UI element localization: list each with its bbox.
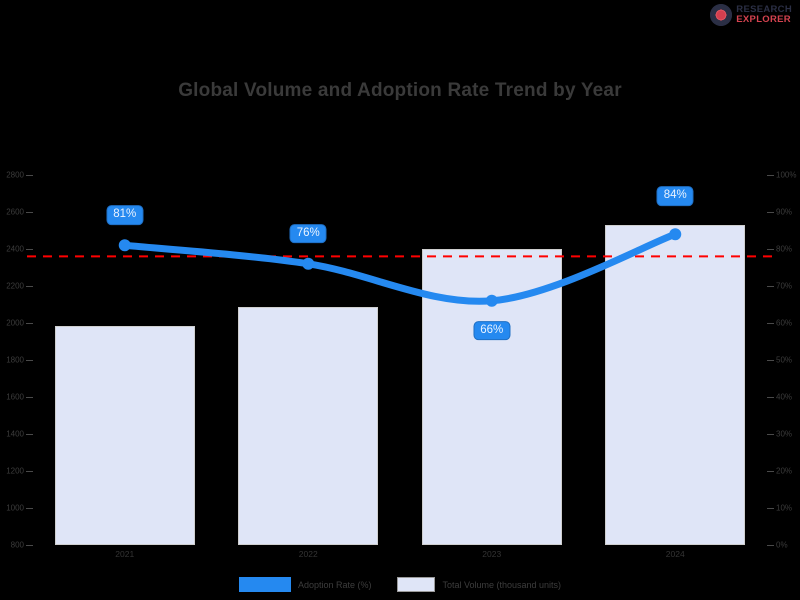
y-tick-label-right: 80% xyxy=(776,244,793,254)
y-tick-right xyxy=(767,249,774,250)
y-tick-label-left: 2600 xyxy=(6,207,24,217)
y-tick-label-right: 50% xyxy=(776,355,793,365)
y-tick-label-right: 10% xyxy=(776,503,793,513)
y-tick-right xyxy=(767,175,774,176)
y-tick-label-left: 1600 xyxy=(6,392,24,402)
y-tick-right xyxy=(767,508,774,509)
y-tick-left xyxy=(26,286,33,287)
y-tick-right xyxy=(767,212,774,213)
data-label-2024: 84% xyxy=(656,186,694,207)
data-label-2022: 76% xyxy=(289,223,327,244)
legend-label-adoption-rate: Adoption Rate (%) xyxy=(297,579,372,590)
y-tick-left xyxy=(26,249,33,250)
y-tick-right xyxy=(767,434,774,435)
data-point-2023[interactable] xyxy=(485,294,498,307)
y-tick-left xyxy=(26,471,33,472)
y-tick-label-left: 2200 xyxy=(6,281,24,291)
y-tick-left xyxy=(26,434,33,435)
y-tick-right xyxy=(767,360,774,361)
y-tick-label-left: 1400 xyxy=(6,429,24,439)
legend-item-total-volume[interactable]: Total Volume (thousand units) xyxy=(397,577,561,592)
adoption-rate-line xyxy=(121,230,679,305)
y-tick-label-right: 0% xyxy=(776,540,788,550)
data-label-2023: 66% xyxy=(473,320,511,341)
y-tick-label-right: 40% xyxy=(776,392,793,402)
logo-line-1: RESEARCH xyxy=(736,4,792,16)
chart-title: Global Volume and Adoption Rate Trend by… xyxy=(178,80,622,101)
y-tick-left xyxy=(26,175,33,176)
y-tick-left xyxy=(26,323,33,324)
brand-logo: RESEARCH EXPLORER xyxy=(710,4,792,26)
y-tick-label-left: 1000 xyxy=(6,503,24,513)
y-tick-label-right: 30% xyxy=(776,429,793,439)
y-tick-label-left: 2000 xyxy=(6,318,24,328)
y-tick-label-right: 100% xyxy=(776,170,797,180)
y-tick-label-left: 2800 xyxy=(6,170,24,180)
y-tick-label-left: 1200 xyxy=(6,466,24,476)
logo-line-2: EXPLORER xyxy=(736,14,791,25)
logo-mark-icon xyxy=(710,4,733,26)
y-tick-label-left: 800 xyxy=(10,540,24,550)
y-tick-left xyxy=(26,397,33,398)
logo-text: RESEARCH EXPLORER xyxy=(736,5,792,24)
y-tick-left xyxy=(26,545,33,546)
y-tick-right xyxy=(767,397,774,398)
legend-item-adoption-rate[interactable]: Adoption Rate (%) xyxy=(238,577,372,592)
bar-2024[interactable] xyxy=(605,225,746,545)
x-tick-label-2023: 2023 xyxy=(482,549,502,559)
data-label-2021: 81% xyxy=(106,205,144,226)
bar-2021[interactable] xyxy=(54,325,195,545)
chart-legend: Adoption Rate (%) Total Volume (thousand… xyxy=(0,577,800,592)
data-point-2022[interactable] xyxy=(302,257,315,270)
legend-label-total-volume: Total Volume (thousand units) xyxy=(442,579,562,590)
legend-swatch-bar xyxy=(397,577,436,592)
y-tick-right xyxy=(767,323,774,324)
y-tick-left xyxy=(26,212,33,213)
y-tick-label-right: 60% xyxy=(776,318,793,328)
y-tick-label-right: 20% xyxy=(776,466,793,476)
y-tick-label-left: 1800 xyxy=(6,355,24,365)
x-tick-label-2021: 2021 xyxy=(115,549,135,559)
x-tick-label-2022: 2022 xyxy=(298,549,318,559)
line-series-overlay xyxy=(27,228,773,307)
line-data-points xyxy=(118,228,682,307)
y-tick-left xyxy=(26,508,33,509)
y-tick-left xyxy=(26,360,33,361)
bar-2022[interactable] xyxy=(238,307,379,545)
y-tick-label-right: 70% xyxy=(776,281,793,291)
legend-swatch-line xyxy=(238,577,291,592)
y-tick-label-left: 2400 xyxy=(6,244,24,254)
y-tick-right xyxy=(767,286,774,287)
y-tick-right xyxy=(767,545,774,546)
plot-area: 2800 2600 2400 2200 2000 1800 1600 1400 1200 1000… xyxy=(6,171,796,560)
data-point-2024[interactable] xyxy=(669,228,682,241)
x-tick-label-2024: 2024 xyxy=(665,549,685,559)
data-point-2021[interactable] xyxy=(118,239,131,252)
y-tick-label-right: 90% xyxy=(776,207,793,217)
y-tick-right xyxy=(767,471,774,472)
